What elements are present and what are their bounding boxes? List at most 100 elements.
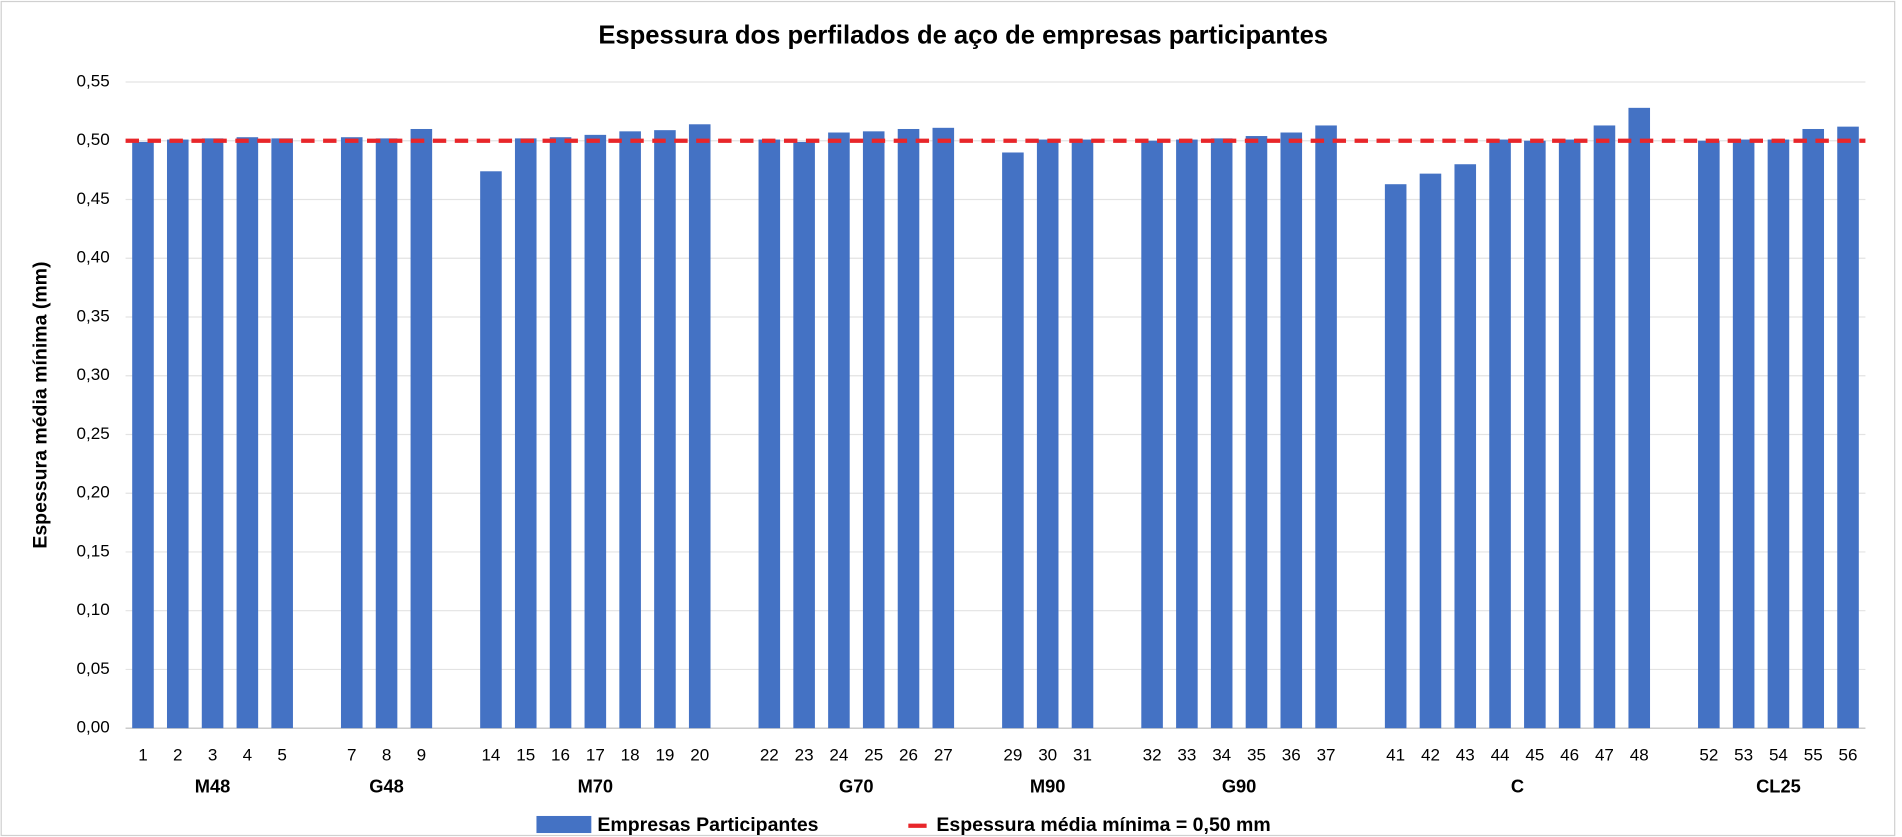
- bar: [1802, 128, 1825, 729]
- group-label: M90: [1030, 776, 1066, 797]
- bar: [514, 138, 537, 729]
- x-tick-label: 9: [417, 746, 426, 765]
- x-tick-label: 23: [795, 746, 814, 765]
- bar: [897, 128, 920, 729]
- x-tick-label: 36: [1282, 746, 1301, 765]
- x-tick-label: 56: [1839, 746, 1858, 765]
- bar: [1558, 139, 1581, 729]
- bar: [1176, 139, 1198, 729]
- bar: [828, 132, 850, 729]
- x-tick-label: 25: [864, 746, 883, 765]
- group-label: M48: [195, 776, 231, 797]
- legend-label: Empresas Participantes: [597, 814, 818, 836]
- x-tick-label: 5: [277, 746, 286, 765]
- bar: [1141, 140, 1163, 729]
- bar: [271, 138, 293, 729]
- x-tick-label: 14: [481, 746, 500, 765]
- bar: [758, 139, 781, 729]
- group-label: G90: [1222, 776, 1257, 797]
- bar: [340, 137, 363, 729]
- group-label: M70: [578, 776, 614, 797]
- y-tick-label: 0,30: [77, 365, 110, 384]
- x-tick-label: 33: [1177, 746, 1196, 765]
- x-tick-label: 18: [621, 746, 640, 765]
- x-tick-label: 7: [347, 746, 356, 765]
- x-tick-label: 8: [382, 746, 391, 765]
- x-tick-label: 35: [1247, 746, 1266, 765]
- x-tick-label: 52: [1699, 746, 1718, 765]
- x-tick-label: 17: [586, 746, 605, 765]
- bar: [1002, 152, 1024, 729]
- x-tick-label: 30: [1038, 746, 1057, 765]
- x-tick-label: 26: [899, 746, 918, 765]
- x-tick-label: 53: [1734, 746, 1753, 765]
- x-tick-label: 31: [1073, 746, 1092, 765]
- group-label: C: [1511, 776, 1524, 797]
- bar: [1315, 125, 1337, 729]
- bar: [654, 130, 676, 729]
- bar: [236, 137, 259, 729]
- x-tick-label: 32: [1143, 746, 1162, 765]
- x-tick-label: 29: [1003, 746, 1022, 765]
- x-tick-label: 54: [1769, 746, 1788, 765]
- legend-label: Espessura média mínima = 0,50 mm: [936, 814, 1270, 836]
- bar: [1454, 164, 1477, 729]
- bar: [480, 171, 502, 729]
- bar: [619, 131, 641, 729]
- bar: [688, 124, 711, 729]
- bar: [1245, 136, 1268, 729]
- x-tick-label: 19: [655, 746, 674, 765]
- y-tick-label: 0,45: [77, 189, 110, 208]
- bar: [862, 131, 885, 729]
- x-tick-label: 20: [690, 746, 709, 765]
- bar: [1280, 132, 1303, 729]
- x-tick-label: 3: [208, 746, 217, 765]
- bar: [166, 139, 189, 729]
- x-tick-label: 27: [934, 746, 953, 765]
- bar: [1071, 139, 1094, 729]
- bar: [1628, 107, 1651, 729]
- bar: [1698, 140, 1720, 729]
- x-tick-label: 55: [1804, 746, 1823, 765]
- bar: [1210, 138, 1233, 729]
- bar: [1767, 139, 1790, 729]
- bar: [1732, 139, 1755, 729]
- bar: [410, 128, 433, 729]
- bar: [584, 134, 607, 729]
- bar: [1593, 125, 1616, 729]
- legend-swatch: [536, 815, 592, 834]
- y-tick-label: 0,20: [77, 483, 110, 502]
- bar: [1419, 173, 1442, 729]
- group-label: CL25: [1756, 776, 1801, 797]
- bar: [549, 137, 572, 729]
- y-tick-label: 0,15: [77, 541, 110, 560]
- x-tick-label: 1: [138, 746, 147, 765]
- x-tick-label: 16: [551, 746, 570, 765]
- x-tick-label: 44: [1491, 746, 1510, 765]
- y-tick-label: 0,00: [77, 718, 110, 737]
- bar: [1384, 184, 1407, 729]
- bar: [132, 141, 154, 729]
- x-tick-label: 45: [1525, 746, 1544, 765]
- group-label: G48: [369, 776, 404, 797]
- bar: [793, 141, 815, 729]
- y-tick-label: 0,35: [77, 306, 110, 325]
- bar: [1036, 139, 1059, 729]
- x-tick-label: 2: [173, 746, 182, 765]
- bar: [201, 138, 224, 729]
- x-tick-label: 24: [829, 746, 848, 765]
- bar: [1837, 126, 1859, 729]
- chart-title: Espessura dos perfilados de aço de empre…: [598, 22, 1328, 50]
- bar: [375, 138, 398, 729]
- y-tick-label: 0,25: [77, 424, 110, 443]
- x-tick-label: 46: [1560, 746, 1579, 765]
- x-tick-label: 48: [1630, 746, 1649, 765]
- x-tick-label: 37: [1317, 746, 1336, 765]
- x-tick-label: 42: [1421, 746, 1440, 765]
- y-tick-label: 0,55: [77, 71, 110, 90]
- y-tick-label: 0,05: [77, 659, 110, 678]
- group-label: G70: [839, 776, 874, 797]
- x-tick-label: 34: [1212, 746, 1231, 765]
- y-axis-label: Espessura média mínima (mm): [30, 261, 52, 548]
